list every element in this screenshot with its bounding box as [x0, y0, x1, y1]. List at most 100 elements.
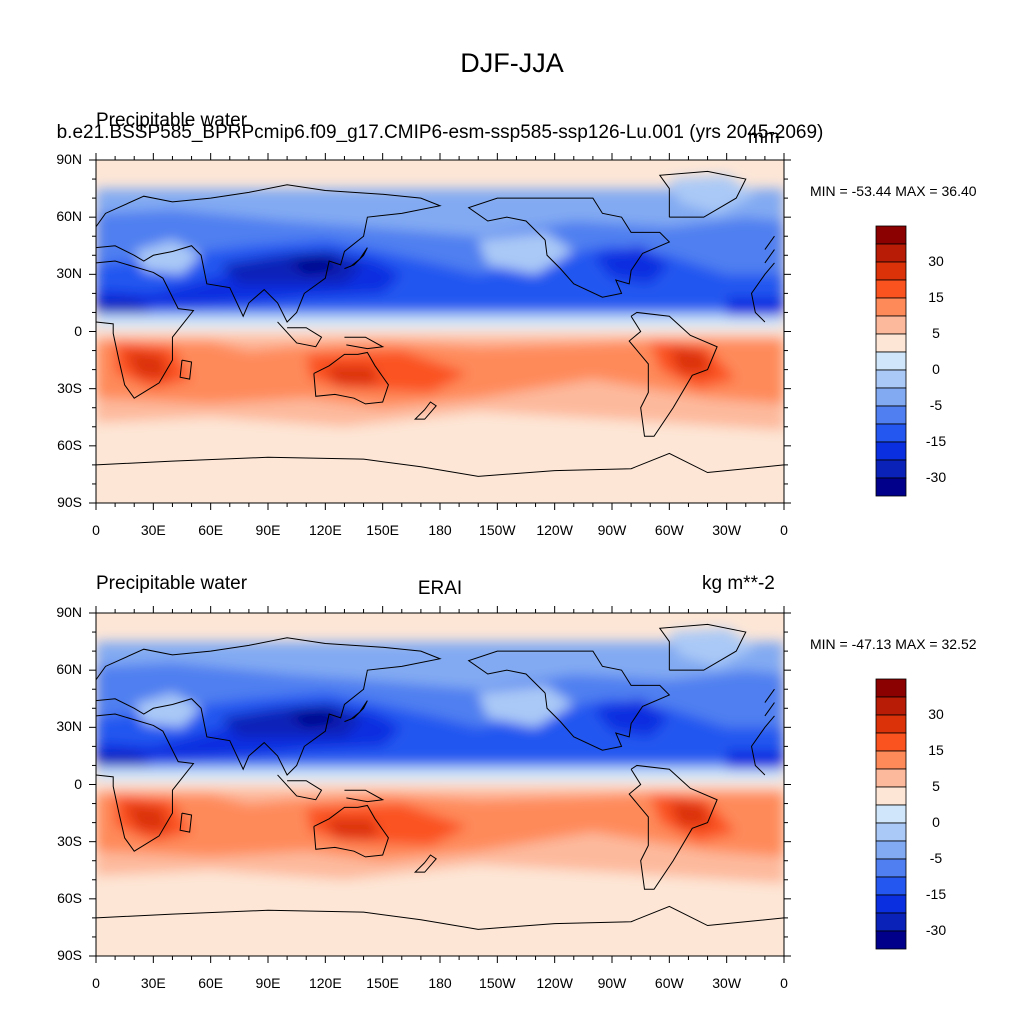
- coastline: [628, 764, 718, 890]
- x-tick-label: 120E: [308, 975, 342, 991]
- coastline: [179, 812, 193, 833]
- colorbar-label: 15: [928, 289, 944, 305]
- x-tick-label: 180: [428, 975, 452, 991]
- y-tick-label: 0: [74, 775, 82, 792]
- field-contour-region: [96, 769, 784, 781]
- field-contour-region: [325, 365, 379, 385]
- coastline: [96, 713, 195, 852]
- panel2-left-text: Precipitable water: [96, 573, 248, 594]
- colorbar-swatch: [875, 261, 907, 281]
- field-contour-region: [96, 449, 784, 503]
- field-contour-region: [478, 232, 574, 275]
- field-contour-region: [478, 685, 574, 728]
- x-tick-label: 60E: [198, 522, 224, 538]
- colorbar-label: 0: [932, 814, 940, 830]
- colorbar-swatch: [875, 912, 907, 932]
- coastline: [344, 700, 368, 723]
- colorbar-swatch: [875, 423, 907, 443]
- x-tick-label: 30E: [140, 975, 166, 991]
- y-tick-label: 90S: [57, 494, 82, 510]
- panel1-field: [96, 160, 784, 503]
- coastline: [764, 688, 775, 703]
- panel2-right-text: kg m**-2: [702, 573, 775, 594]
- y-tick-label: 90N: [56, 151, 82, 167]
- colorbar-label: 15: [928, 742, 944, 758]
- x-tick-label: 150E: [366, 975, 399, 991]
- field-contour-region: [124, 803, 169, 833]
- panel2-minmax: MIN = -47.13 MAX = 32.52: [810, 636, 977, 652]
- field-contour-region: [669, 628, 756, 667]
- x-tick-label: 90W: [597, 522, 627, 538]
- colorbar-swatch: [875, 369, 907, 389]
- coastline: [96, 260, 195, 399]
- field-contour-region: [592, 245, 670, 284]
- coastline: [344, 789, 385, 803]
- x-tick-label: 180: [428, 522, 452, 538]
- y-tick-label: 30N: [56, 265, 82, 282]
- colorbar-swatch: [875, 678, 907, 698]
- colorbar-swatch: [875, 441, 907, 461]
- colorbar-label: -15: [925, 886, 947, 902]
- colorbar-swatch: [875, 459, 907, 479]
- panel1-minmax: MIN = -53.44 MAX = 36.40: [810, 183, 977, 199]
- x-tick-label: 120E: [308, 522, 342, 538]
- field-contour-region: [726, 750, 784, 770]
- coastline: [96, 184, 442, 323]
- colorbar-swatch: [875, 279, 907, 299]
- field-contour-region: [325, 818, 379, 838]
- x-tick-label: 120W: [536, 522, 573, 538]
- coastline: [277, 321, 323, 348]
- colorbar-swatch: [875, 786, 907, 806]
- field-contour-region: [96, 754, 154, 766]
- main-title: DJF-JJA: [460, 48, 564, 78]
- colorbar-swatch: [875, 930, 907, 950]
- field-contour-region: [669, 799, 712, 827]
- field-contour-region: [669, 175, 756, 214]
- coastline: [467, 650, 671, 751]
- colorbar-swatch: [875, 840, 907, 860]
- x-tick-label: 90E: [255, 522, 281, 538]
- x-tick-label: 150W: [479, 522, 516, 538]
- x-tick-label: 60W: [654, 522, 684, 538]
- coastline: [467, 197, 671, 298]
- colorbar-swatch: [875, 477, 907, 497]
- field-contour-region: [726, 297, 784, 317]
- x-tick-label: 0: [780, 975, 788, 991]
- colorbar-label: -5: [929, 397, 943, 413]
- colorbar-label: 30: [928, 706, 944, 722]
- colorbar-swatch: [875, 387, 907, 407]
- colorbar-swatch: [875, 696, 907, 716]
- colorbar-swatch: [875, 750, 907, 770]
- field-contour-region: [134, 240, 202, 275]
- colorbar-swatch: [875, 876, 907, 896]
- colorbar-swatch: [875, 351, 907, 371]
- y-tick-label: 30S: [57, 832, 82, 849]
- colorbar-swatch: [875, 333, 907, 353]
- field-contour-region: [96, 902, 784, 956]
- colorbar-label: -30: [925, 469, 947, 485]
- coastline: [658, 623, 747, 671]
- colorbar-swatch: [875, 315, 907, 335]
- colorbar-swatch: [875, 822, 907, 842]
- field-contour-region: [134, 693, 202, 728]
- x-tick-label: 30W: [712, 522, 742, 538]
- coastline: [96, 905, 784, 930]
- colorbar-swatch: [875, 858, 907, 878]
- colorbar-swatch: [875, 768, 907, 788]
- colorbar-swatch: [875, 405, 907, 425]
- field-contour-region: [592, 698, 670, 737]
- panel2-field: [96, 613, 784, 956]
- colorbar-label: -30: [925, 922, 947, 938]
- coastline: [413, 854, 437, 873]
- colorbar-swatch: [875, 225, 907, 245]
- colorbar-label: 5: [932, 325, 940, 341]
- x-tick-label: 30W: [712, 975, 742, 991]
- y-tick-label: 90S: [57, 947, 82, 963]
- coastline: [764, 702, 775, 717]
- x-tick-label: 0: [92, 975, 100, 991]
- panel1-left-text: Precipitable water: [96, 110, 248, 131]
- colorbar-label: 30: [928, 253, 944, 269]
- coastline: [96, 452, 784, 477]
- colorbar-label: 5: [932, 778, 940, 794]
- colorbar-swatch: [875, 297, 907, 317]
